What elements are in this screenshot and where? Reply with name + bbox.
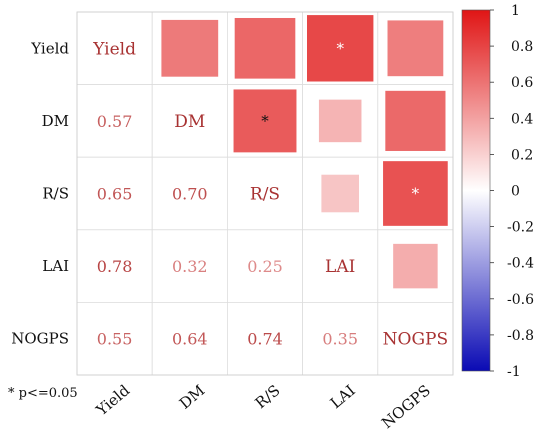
column-label: DM <box>176 381 209 412</box>
heatmap-cell <box>76 11 153 85</box>
correlation-value: 0.74 <box>247 330 283 349</box>
heatmap-cell <box>76 84 153 158</box>
correlation-square <box>318 99 362 143</box>
heatmap-grid: Yield * 0.57 DM * 0.65 0.70 R/S * 0.78 0.32 0.25 LAI… <box>76 11 454 376</box>
row-labels: Yield DM R/S LAI NOGPS <box>11 39 69 347</box>
row-label: Yield <box>30 39 69 57</box>
colorbar-tick-label: -0.6 <box>507 292 534 308</box>
correlation-square <box>306 15 374 82</box>
row-label: NOGPS <box>11 330 69 348</box>
row-label: DM <box>42 112 69 130</box>
column-labels: Yield DM R/S LAI NOGPS <box>92 381 434 432</box>
column-label: Yield <box>92 381 134 420</box>
colorbar-ticks: 1 0.8 0.6 0.4 0.2 0 -0.2 -0.4 -0.6 -0.8 -1 <box>490 3 534 380</box>
correlation-square <box>233 89 297 153</box>
row-label: LAI <box>42 257 69 275</box>
significance-marker: * <box>261 112 269 130</box>
heatmap-cell <box>226 229 303 303</box>
heatmap-cell <box>151 301 228 376</box>
correlation-square <box>393 243 438 289</box>
correlation-value: 0.55 <box>97 330 133 349</box>
colorbar-tick-label: -1 <box>507 364 521 380</box>
diagonal-label: Yield <box>92 39 136 59</box>
correlation-square <box>321 174 359 213</box>
colorbar-tick-label: 1 <box>511 3 520 19</box>
diagonal-label: DM <box>174 112 205 132</box>
grid-frame <box>76 11 454 376</box>
heatmap-cell <box>302 229 379 303</box>
colorbar-tick-label: 0.2 <box>511 147 533 163</box>
correlation-value: 0.64 <box>172 330 208 349</box>
correlation-square <box>387 20 444 77</box>
correlation-value: 0.78 <box>97 257 133 276</box>
correlation-value: 0.25 <box>247 257 283 276</box>
colorbar-tick-label: 0.4 <box>511 111 533 127</box>
footnote: * p<=0.05 <box>8 386 78 401</box>
correlation-value: 0.65 <box>97 185 133 204</box>
correlation-value: 0.32 <box>172 257 208 276</box>
correlation-value: 0.35 <box>322 330 358 349</box>
column-label: R/S <box>252 381 284 412</box>
heatmap-cell <box>226 156 303 231</box>
correlation-square <box>161 19 219 77</box>
colorbar-tick-label: 0.8 <box>511 39 533 55</box>
column-label: LAI <box>327 381 359 412</box>
heatmap-cell <box>302 156 379 231</box>
colorbar-tick-label: 0 <box>511 184 520 200</box>
diagonal-label: LAI <box>325 257 355 277</box>
significance-marker: * <box>336 39 344 57</box>
correlation-value: 0.70 <box>172 185 208 204</box>
column-label: NOGPS <box>378 381 434 432</box>
heatmap-cell <box>226 301 303 376</box>
correlation-square <box>383 161 448 226</box>
diagonal-label: NOGPS <box>383 330 448 350</box>
significance-marker: * <box>412 185 420 203</box>
heatmap-cell <box>377 301 454 376</box>
heatmap-cell <box>151 156 228 231</box>
row-label: R/S <box>42 185 69 203</box>
colorbar-tick-label: -0.8 <box>507 328 534 344</box>
diagonal-label: R/S <box>250 185 280 205</box>
colorbar <box>461 9 491 372</box>
correlation-square <box>234 17 296 79</box>
correlation-value: 0.57 <box>97 112 133 131</box>
heatmap-cell <box>151 229 228 303</box>
colorbar-tick-label: 0.6 <box>511 75 533 91</box>
colorbar-tick-label: -0.2 <box>507 220 534 236</box>
heatmap-cell <box>76 301 153 376</box>
correlation-square <box>385 90 446 151</box>
colorbar-tick-label: -0.4 <box>507 256 534 272</box>
